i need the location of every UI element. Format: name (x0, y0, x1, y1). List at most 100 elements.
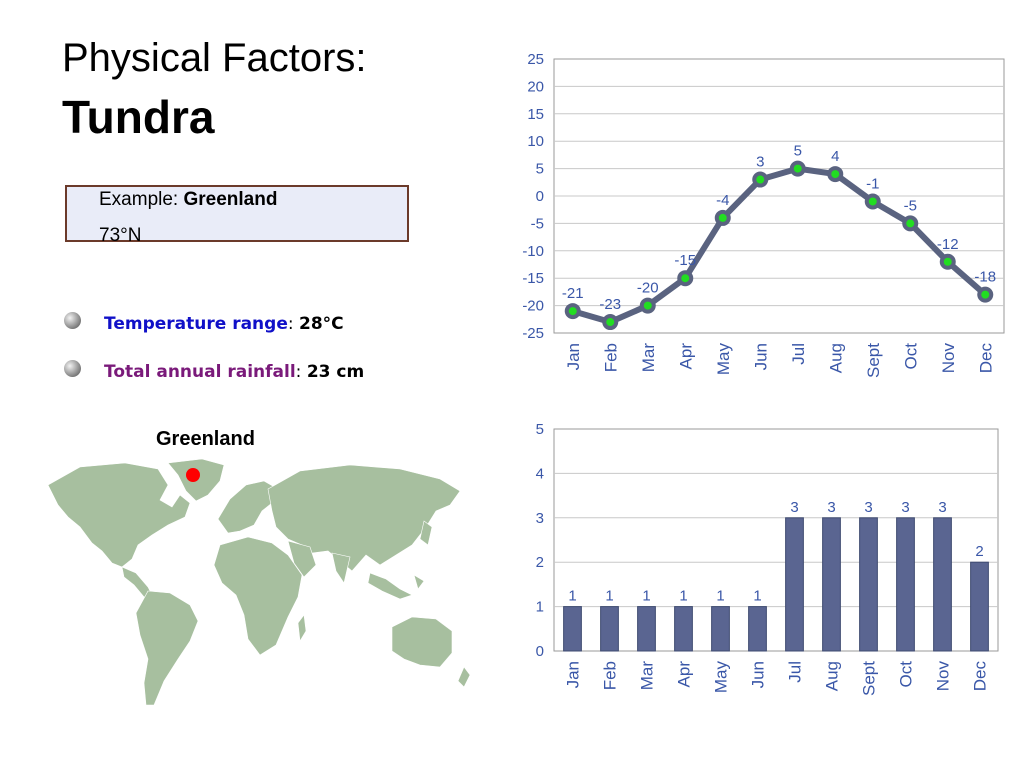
data-label: 3 (864, 499, 872, 516)
y-tick-label: 15 (527, 106, 544, 123)
y-tick-label: 20 (527, 78, 544, 95)
x-tick-label: Apr (676, 343, 695, 370)
rainfall-bar (822, 517, 841, 652)
example-line: Example: Greenland (99, 189, 277, 211)
data-label: -18 (974, 269, 996, 286)
data-point (681, 274, 690, 283)
data-label: 3 (938, 499, 946, 516)
x-tick-label: Apr (675, 661, 694, 688)
y-tick-label: 5 (536, 421, 544, 438)
x-tick-label: Dec (971, 661, 990, 692)
rainfall-bar (933, 517, 952, 652)
example-latitude: 73°N (99, 225, 142, 246)
data-label: -21 (562, 285, 584, 302)
annual-rainfall-item: Total annual rainfall: 23 cm (104, 362, 364, 382)
y-tick-label: 0 (536, 188, 544, 205)
annual-rainfall-sep: : (295, 362, 307, 382)
data-point (756, 175, 765, 184)
data-label: 4 (831, 148, 839, 165)
data-point (718, 213, 727, 222)
new-zealand-shape (457, 666, 471, 688)
world-map (47, 458, 471, 706)
rainfall-bar (674, 606, 693, 652)
x-tick-label: Feb (601, 343, 620, 372)
data-point (831, 170, 840, 179)
data-label: 2 (975, 543, 983, 560)
data-point (981, 290, 990, 299)
x-tick-label: Jan (564, 343, 583, 370)
data-label: 3 (827, 499, 835, 516)
data-point (568, 307, 577, 316)
data-label: -15 (674, 252, 696, 269)
plot-area (553, 428, 999, 652)
rainfall-chart: 5 4 3 2 1 0 1 1 1 1 1 1 3 3 3 3 3 2 Jan Feb Mar Apr May Jun Jul A… (536, 421, 999, 696)
data-label: -4 (716, 192, 729, 209)
y-tick-label: 0 (536, 643, 544, 660)
y-tick-label: 25 (527, 51, 544, 68)
data-label: 3 (790, 499, 798, 516)
temperature-range-sep: : (287, 314, 299, 334)
x-tick-label: Jul (789, 343, 808, 365)
title-line-1: Physical Factors: (62, 36, 367, 80)
y-tick-label: 5 (536, 161, 544, 178)
bullet-icon (64, 312, 81, 329)
y-tick-label: 10 (527, 133, 544, 150)
data-label: -23 (599, 296, 621, 313)
data-label: 5 (794, 143, 802, 160)
data-label: 1 (679, 588, 687, 605)
rainfall-bar (600, 606, 619, 652)
rainfall-bar (748, 606, 767, 652)
x-tick-label: Sept (860, 661, 879, 696)
example-box: Example: Greenland 73°N (65, 185, 409, 246)
africa-shape (213, 536, 303, 656)
x-tick-label: Jan (564, 661, 583, 688)
world-map-land (47, 458, 471, 706)
y-tick-label: -10 (522, 243, 544, 260)
south-america-shape (135, 590, 199, 706)
y-tick-label: -5 (531, 215, 544, 232)
rainfall-bar (637, 606, 656, 652)
y-tick-label: -15 (522, 270, 544, 287)
data-point (643, 301, 652, 310)
map-label: Greenland (156, 428, 255, 450)
data-point (906, 219, 915, 228)
x-tick-label: Dec (976, 343, 995, 374)
x-tick-label: Nov (939, 343, 958, 374)
data-label: -20 (637, 280, 659, 297)
data-point (943, 257, 952, 266)
x-tick-label: Jun (749, 661, 768, 688)
bullet-icon (64, 360, 81, 377)
data-point (793, 164, 802, 173)
annual-rainfall-label: Total annual rainfall (104, 362, 296, 382)
rainfall-bar (896, 517, 915, 652)
data-label: 1 (716, 588, 724, 605)
x-tick-label: Nov (934, 661, 953, 692)
x-tick-label: Mar (639, 343, 658, 373)
rainfall-bar (785, 517, 804, 652)
x-tick-label: Oct (897, 661, 916, 688)
x-tick-label: Feb (601, 661, 620, 690)
x-tick-label: Jun (751, 343, 770, 370)
example-place: Greenland (183, 189, 278, 210)
data-point (868, 197, 877, 206)
y-tick-label: -20 (522, 298, 544, 315)
rainfall-bar (859, 517, 878, 652)
data-label: 1 (753, 588, 761, 605)
temperature-range-item: Temperature range: 28°C (104, 314, 344, 334)
x-tick-label: May (714, 343, 733, 376)
x-tick-label: Sept (864, 343, 883, 378)
southeast-asia-shape (367, 572, 425, 600)
data-label: 3 (756, 154, 764, 171)
x-tick-label: May (712, 661, 731, 694)
rainfall-bar (711, 606, 730, 652)
temperature-range-label: Temperature range (104, 314, 288, 334)
madagascar-shape (297, 614, 307, 642)
rainfall-bar (563, 606, 582, 652)
data-label: -1 (866, 175, 879, 192)
data-label: 1 (642, 588, 650, 605)
y-tick-label: 2 (536, 554, 544, 571)
y-tick-label: 4 (536, 465, 544, 482)
japan-shape (419, 520, 433, 546)
greenland-marker (186, 468, 200, 482)
